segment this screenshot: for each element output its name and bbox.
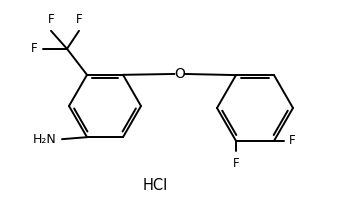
Text: F: F: [289, 134, 295, 147]
Text: F: F: [31, 42, 38, 55]
Text: F: F: [76, 13, 82, 26]
Text: O: O: [174, 67, 185, 81]
Text: H₂N: H₂N: [33, 133, 57, 146]
Text: HCl: HCl: [142, 177, 168, 192]
Text: F: F: [48, 13, 54, 26]
Text: F: F: [233, 157, 239, 170]
